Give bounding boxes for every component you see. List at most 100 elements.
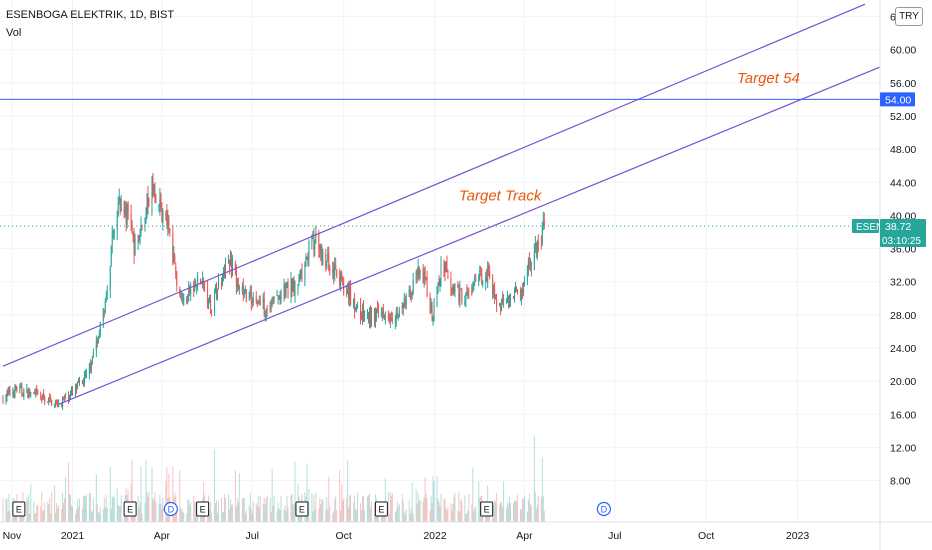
candle-body bbox=[494, 288, 496, 300]
channel-trendline[interactable] bbox=[2, 3, 866, 367]
symbol-tag-label: ESEN bbox=[856, 222, 883, 233]
candle-body bbox=[348, 286, 350, 298]
volume-bar bbox=[227, 494, 229, 522]
volume-bar bbox=[291, 493, 293, 522]
candle-body bbox=[252, 298, 254, 304]
candle-body bbox=[56, 400, 58, 402]
candle-body bbox=[249, 290, 251, 292]
volume-bar bbox=[468, 493, 470, 522]
candle-body bbox=[227, 259, 229, 263]
candle-body bbox=[187, 295, 189, 301]
candle-body bbox=[499, 303, 501, 306]
volume-bar bbox=[520, 509, 522, 522]
candle-body bbox=[207, 288, 209, 308]
candle-body bbox=[523, 281, 525, 286]
volume-bar bbox=[41, 492, 43, 522]
volume-bar bbox=[465, 513, 467, 522]
volume-bar bbox=[200, 511, 202, 522]
candle-body bbox=[489, 271, 491, 277]
candle-body bbox=[133, 234, 135, 255]
candle-body bbox=[211, 311, 213, 313]
volume-bar bbox=[508, 504, 510, 522]
volume-bar bbox=[85, 495, 87, 522]
candle-body bbox=[238, 290, 240, 292]
candle-body bbox=[210, 299, 212, 314]
earnings-marker-label: E bbox=[484, 505, 490, 515]
last-price-tag-label: 38.72 bbox=[885, 221, 911, 233]
candle-body bbox=[459, 286, 461, 303]
candle-body bbox=[374, 312, 376, 322]
candle-body bbox=[409, 289, 411, 294]
annotation-text[interactable]: Target 54 bbox=[737, 70, 800, 87]
last-price-tag bbox=[880, 219, 926, 248]
volume-bar bbox=[430, 495, 432, 522]
earnings-marker[interactable] bbox=[480, 501, 494, 517]
volume-bar bbox=[506, 508, 508, 522]
candle-body bbox=[40, 394, 42, 397]
candle-body bbox=[278, 295, 280, 297]
candle-body bbox=[506, 298, 508, 301]
volume-bar bbox=[321, 499, 323, 522]
candle-body bbox=[486, 277, 488, 281]
candle-body bbox=[215, 284, 217, 292]
candle-body bbox=[175, 266, 177, 276]
y-tick-label: 8.00 bbox=[890, 476, 911, 488]
volume-bar bbox=[425, 494, 427, 522]
candle-body bbox=[445, 261, 447, 271]
earnings-marker[interactable] bbox=[123, 501, 137, 517]
volume-bar bbox=[376, 511, 378, 522]
volume-bar bbox=[83, 496, 85, 522]
volume-bar bbox=[398, 503, 400, 522]
volume-bar bbox=[444, 499, 446, 522]
candle-body bbox=[396, 313, 398, 317]
candle-body bbox=[314, 245, 316, 249]
volume-bar bbox=[155, 502, 157, 522]
candle-body bbox=[120, 199, 122, 211]
channel-trendline[interactable] bbox=[58, 66, 881, 405]
candle-body bbox=[9, 389, 11, 395]
candle-body bbox=[154, 191, 156, 200]
candle-body bbox=[256, 303, 258, 305]
candle-body bbox=[22, 393, 24, 396]
candle-body bbox=[47, 401, 49, 403]
volume-bar bbox=[495, 501, 497, 522]
candle-body bbox=[272, 297, 274, 300]
volume-bar bbox=[102, 509, 104, 522]
earnings-marker[interactable] bbox=[295, 501, 309, 517]
symbol-title[interactable]: ESENBOGA ELEKTRIK, 1D, BIST bbox=[6, 9, 175, 21]
annotation-text[interactable]: Target Track bbox=[459, 188, 543, 205]
earnings-marker[interactable] bbox=[12, 501, 26, 517]
volume-bar bbox=[329, 506, 331, 522]
earnings-marker[interactable] bbox=[374, 501, 388, 517]
currency-button[interactable]: TRY bbox=[895, 7, 923, 26]
volume-bar bbox=[473, 511, 475, 522]
dividend-marker[interactable] bbox=[596, 501, 611, 517]
candle-body bbox=[415, 273, 417, 281]
volume-bar bbox=[451, 510, 453, 522]
volume-indicator-label[interactable]: Vol bbox=[6, 27, 22, 39]
candle-body bbox=[89, 364, 91, 369]
candle-body bbox=[23, 390, 25, 398]
candle-body bbox=[220, 280, 222, 284]
candle-body bbox=[290, 278, 292, 296]
volume-bar bbox=[366, 496, 368, 522]
dividend-marker[interactable] bbox=[163, 501, 178, 517]
candle-body bbox=[41, 397, 43, 399]
volume-bar bbox=[326, 497, 328, 522]
volume-bar bbox=[416, 503, 418, 522]
candle-body bbox=[130, 213, 132, 228]
volume-bar bbox=[266, 495, 268, 522]
y-tick-label: 48.00 bbox=[890, 144, 916, 156]
candle-body bbox=[160, 195, 162, 205]
volume-bar bbox=[194, 501, 196, 522]
volume-bar bbox=[543, 510, 545, 522]
volume-bar bbox=[276, 511, 278, 522]
earnings-marker[interactable] bbox=[196, 501, 210, 517]
candle-body bbox=[336, 269, 338, 276]
volume-bar bbox=[181, 509, 183, 522]
volume-bar bbox=[188, 498, 190, 522]
candle-body bbox=[15, 386, 17, 390]
candle-body bbox=[27, 389, 29, 399]
volume-bar bbox=[42, 511, 44, 522]
